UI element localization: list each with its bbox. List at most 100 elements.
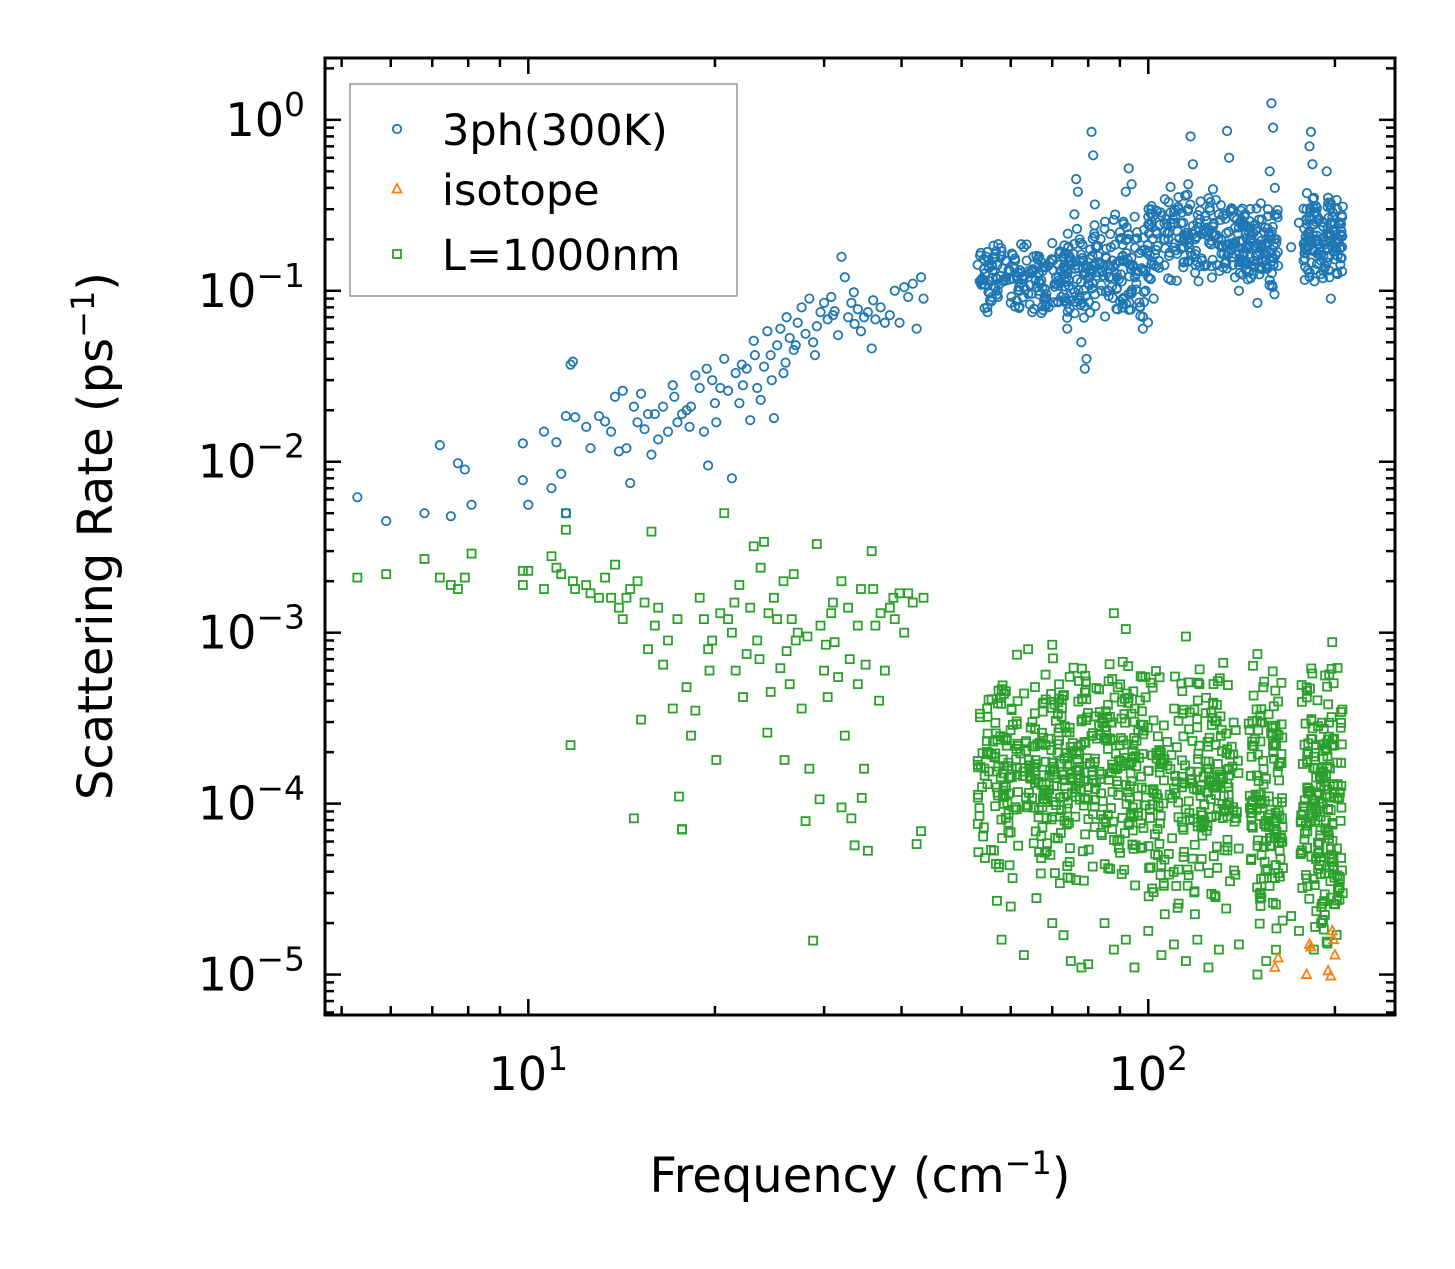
data-point-boundary: [819, 665, 830, 676]
series-1: [1268, 923, 1341, 981]
data-point-boundary: [1256, 850, 1267, 860]
data-point-3ph: [1100, 286, 1111, 297]
data-point-3ph: [1105, 242, 1116, 253]
data-point-3ph: [915, 272, 927, 283]
data-point-boundary: [1023, 644, 1034, 655]
data-point-boundary: [792, 627, 803, 638]
data-points-layer: [352, 98, 1348, 981]
data-point-boundary: [1294, 926, 1304, 936]
data-point-boundary: [1042, 838, 1053, 849]
data-point-boundary: [1155, 870, 1166, 880]
data-point-boundary: [434, 572, 445, 583]
data-point-boundary: [1189, 839, 1200, 850]
data-point-3ph: [672, 417, 683, 428]
data-point-3ph: [1071, 174, 1082, 185]
data-point-boundary: [1145, 813, 1155, 823]
data-point-3ph: [703, 460, 714, 471]
data-point-boundary: [1040, 669, 1051, 680]
legend-label-isotope: isotope: [442, 166, 600, 216]
data-point-3ph: [1084, 253, 1095, 265]
data-point-boundary: [1080, 737, 1091, 748]
data-point-boundary: [1218, 773, 1229, 783]
data-point-boundary: [1068, 662, 1079, 673]
data-point-3ph: [884, 310, 895, 321]
data-point-boundary: [1176, 678, 1187, 689]
data-point-boundary: [1038, 697, 1049, 708]
data-point-3ph: [1272, 204, 1283, 216]
data-point-3ph: [538, 426, 550, 437]
data-point-boundary: [1096, 769, 1107, 779]
data-point-3ph: [1298, 238, 1309, 249]
data-point-boundary: [1209, 772, 1219, 783]
data-point-3ph: [1111, 283, 1122, 295]
data-point-boundary: [646, 526, 657, 537]
data-point-boundary: [1193, 677, 1203, 688]
data-point-3ph: [1318, 217, 1330, 228]
data-point-3ph: [1255, 242, 1267, 253]
data-point-3ph: [585, 443, 596, 454]
data-point-3ph: [1235, 205, 1247, 216]
data-point-3ph: [992, 285, 1003, 296]
data-point-boundary: [1277, 793, 1287, 804]
data-point-3ph: [852, 304, 863, 315]
data-point-3ph: [1067, 284, 1078, 295]
data-point-boundary: [772, 614, 783, 625]
data-point-3ph: [662, 426, 674, 437]
data-point-3ph: [1099, 311, 1111, 322]
data-point-boundary: [1212, 862, 1223, 873]
data-point-3ph: [1237, 250, 1248, 261]
data-point-3ph: [1311, 230, 1322, 241]
data-point-3ph: [1307, 159, 1318, 170]
data-point-3ph: [560, 508, 572, 519]
data-point-3ph: [1301, 245, 1312, 256]
data-point-3ph: [765, 350, 776, 361]
data-point-boundary: [1116, 869, 1127, 879]
data-point-3ph: [709, 398, 721, 409]
data-point-boundary: [1148, 715, 1159, 726]
data-point-boundary: [1036, 853, 1047, 863]
data-point-boundary: [1228, 717, 1239, 728]
data-point-boundary: [594, 592, 604, 603]
data-point-boundary: [517, 580, 528, 590]
data-point-boundary: [1233, 768, 1244, 779]
data-point-boundary: [1246, 770, 1256, 781]
data-point-3ph: [1078, 312, 1090, 323]
data-point-boundary: [726, 627, 737, 638]
data-point-boundary: [1276, 677, 1287, 688]
data-point-3ph: [849, 318, 860, 330]
data-point-boundary: [1224, 804, 1235, 815]
data-point-boundary: [1203, 962, 1214, 973]
data-point-boundary: [996, 934, 1007, 945]
data-point-3ph: [593, 410, 605, 422]
data-point-boundary: [1091, 683, 1102, 693]
data-point-3ph: [1193, 276, 1204, 287]
data-point-3ph: [1123, 163, 1134, 174]
data-point-3ph: [752, 382, 763, 394]
data-point-3ph: [826, 291, 837, 303]
data-point-3ph: [1090, 241, 1101, 252]
data-point-boundary: [1124, 819, 1134, 830]
data-point-boundary: [846, 813, 857, 824]
data-point-boundary: [1296, 816, 1307, 826]
data-point-boundary: [1024, 787, 1034, 798]
data-point-3ph: [560, 410, 572, 422]
data-point-3ph: [1076, 337, 1087, 348]
data-point-3ph: [722, 385, 734, 396]
data-point-boundary: [1028, 838, 1039, 849]
data-point-boundary: [1037, 727, 1047, 738]
data-point-boundary: [1087, 770, 1098, 781]
data-point-3ph: [617, 385, 628, 396]
data-point-3ph: [581, 421, 592, 432]
data-point-boundary: [1119, 753, 1129, 763]
data-point-3ph: [1194, 261, 1205, 272]
axis-tick-labels: 101 102 100 10−1 10−2 10−3 10−4 10−5: [198, 85, 1188, 1101]
data-point-boundary: [903, 588, 914, 599]
data-point-3ph: [1262, 204, 1274, 215]
data-point-boundary: [1079, 737, 1090, 747]
data-point-boundary: [1335, 815, 1346, 826]
data-point-boundary: [1129, 733, 1140, 743]
data-point-3ph: [517, 475, 528, 486]
data-point-3ph: [1185, 131, 1196, 142]
data-point-3ph: [1173, 192, 1184, 203]
data-point-3ph: [987, 260, 998, 271]
